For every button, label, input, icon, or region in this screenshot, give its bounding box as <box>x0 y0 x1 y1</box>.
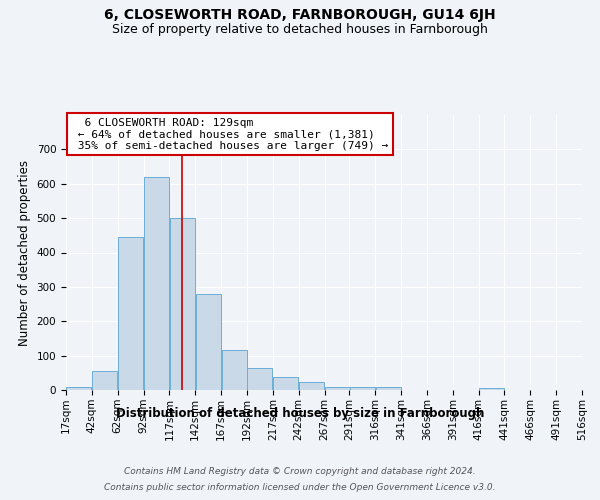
Bar <box>247 368 272 390</box>
Bar <box>273 378 298 390</box>
Text: 6, CLOSEWORTH ROAD, FARNBOROUGH, GU14 6JH: 6, CLOSEWORTH ROAD, FARNBOROUGH, GU14 6J… <box>104 8 496 22</box>
Bar <box>221 350 247 390</box>
Bar <box>118 237 143 390</box>
Bar <box>325 386 350 390</box>
Bar <box>376 387 401 390</box>
Bar <box>196 294 221 390</box>
Bar <box>144 177 169 390</box>
Text: Distribution of detached houses by size in Farnborough: Distribution of detached houses by size … <box>116 408 484 420</box>
Bar <box>479 388 504 390</box>
Bar <box>92 371 117 390</box>
Bar <box>299 382 324 390</box>
Text: Contains public sector information licensed under the Open Government Licence v3: Contains public sector information licen… <box>104 482 496 492</box>
Text: Size of property relative to detached houses in Farnborough: Size of property relative to detached ho… <box>112 22 488 36</box>
Bar <box>67 386 91 390</box>
Bar <box>350 387 375 390</box>
Y-axis label: Number of detached properties: Number of detached properties <box>18 160 31 346</box>
Text: Contains HM Land Registry data © Crown copyright and database right 2024.: Contains HM Land Registry data © Crown c… <box>124 468 476 476</box>
Bar <box>170 218 195 390</box>
Text: 6 CLOSEWORTH ROAD: 129sqm
 ← 64% of detached houses are smaller (1,381)
 35% of : 6 CLOSEWORTH ROAD: 129sqm ← 64% of detac… <box>71 118 388 151</box>
